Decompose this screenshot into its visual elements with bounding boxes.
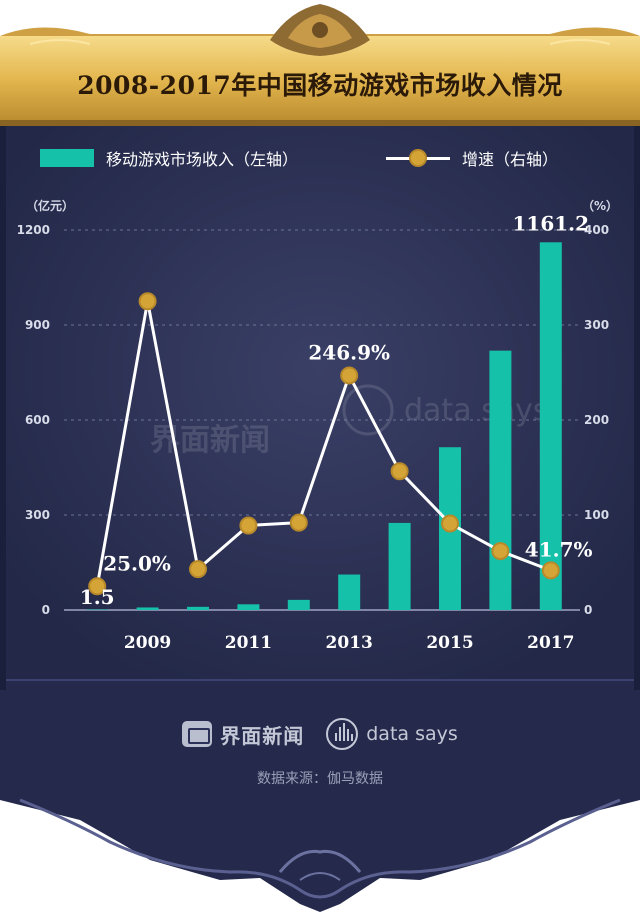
- data-source: 数据来源：伽马数据: [257, 771, 383, 787]
- data-label: 1161.2: [513, 211, 590, 235]
- bar-2011: [237, 604, 260, 610]
- growth-point-2010: [189, 560, 207, 579]
- legend-label-growth: 增速（右轴）: [462, 150, 559, 169]
- x-tick-label: 2015: [426, 633, 473, 653]
- y-left-tick-label: 600: [25, 413, 50, 427]
- bar-2014: [388, 522, 411, 610]
- datasays-logo-icon: [326, 718, 359, 750]
- left-axis-unit: （亿元）: [26, 199, 75, 213]
- legend-bar-swatch: [40, 149, 94, 167]
- y-right-tick-label: 300: [584, 318, 609, 332]
- data-label: 246.9%: [308, 340, 390, 364]
- jiemian-brand-text: 界面新闻: [220, 723, 305, 748]
- growth-point-2009: [138, 292, 157, 311]
- x-tick-label: 2017: [527, 633, 574, 653]
- right-axis-unit: （%）: [582, 199, 619, 213]
- legend-label-revenue: 移动游戏市场收入（左轴）: [106, 150, 299, 169]
- y-left-tick-label: 1200: [17, 223, 50, 237]
- watermark-brand-cn: 界面新闻: [150, 423, 270, 458]
- growth-point-2015: [441, 514, 459, 533]
- watermark-logo-icon: [342, 384, 394, 436]
- datasays-brand-text: data says: [366, 723, 458, 745]
- data-label: 25.0%: [103, 551, 171, 575]
- y-left-tick-label: 0: [42, 603, 50, 617]
- x-tick-label: 2013: [326, 633, 373, 653]
- bar-2010: [187, 606, 209, 610]
- x-tick-label: 2009: [124, 633, 171, 653]
- jiemian-logo-icon: [182, 721, 213, 747]
- y-right-tick-label: 0: [584, 603, 592, 617]
- chart-title: 2008-2017年中国移动游戏市场收入情况: [77, 71, 563, 100]
- x-tick-label: 2011: [225, 633, 272, 653]
- growth-point-2016: [491, 542, 510, 561]
- watermark-brand-en: data says: [404, 393, 549, 428]
- datasays-logo: data says: [326, 718, 458, 750]
- y-left-tick-label: 900: [25, 318, 50, 332]
- growth-point-2014: [390, 462, 409, 481]
- footer-brand: 界面新闻 data says: [0, 716, 640, 752]
- growth-point-2017: [541, 561, 560, 580]
- bar-2016: [489, 350, 512, 610]
- y-right-tick-label: 100: [584, 508, 609, 522]
- legend-item-growth: 增速（右轴）: [386, 145, 558, 171]
- bar-2008: [86, 609, 109, 611]
- growth-point-2013: [340, 366, 359, 385]
- legend-line-swatch: [386, 148, 450, 168]
- y-right-tick-label: 200: [584, 413, 609, 427]
- legend-item-revenue: 移动游戏市场收入（左轴）: [40, 145, 298, 171]
- growth-point-2011: [239, 516, 258, 535]
- jiemian-logo: 界面新闻: [182, 720, 304, 749]
- growth-point-2012: [289, 513, 308, 532]
- data-label: 41.7%: [525, 537, 593, 561]
- bar-2013: [338, 574, 361, 610]
- bar-2009: [136, 607, 159, 610]
- y-left-tick-label: 300: [25, 508, 50, 522]
- bar-2012: [287, 599, 310, 610]
- revenue-growth-chart: 界面新闻 data says 0 300 600 900 1200 0 100 200 300 400…: [17, 211, 609, 653]
- growth-point-2008: [88, 577, 107, 596]
- data-label: 1.5: [80, 585, 115, 609]
- y-right-tick-label: 400: [584, 223, 609, 237]
- growth-line: [95, 299, 552, 587]
- bar-2017: [539, 242, 562, 610]
